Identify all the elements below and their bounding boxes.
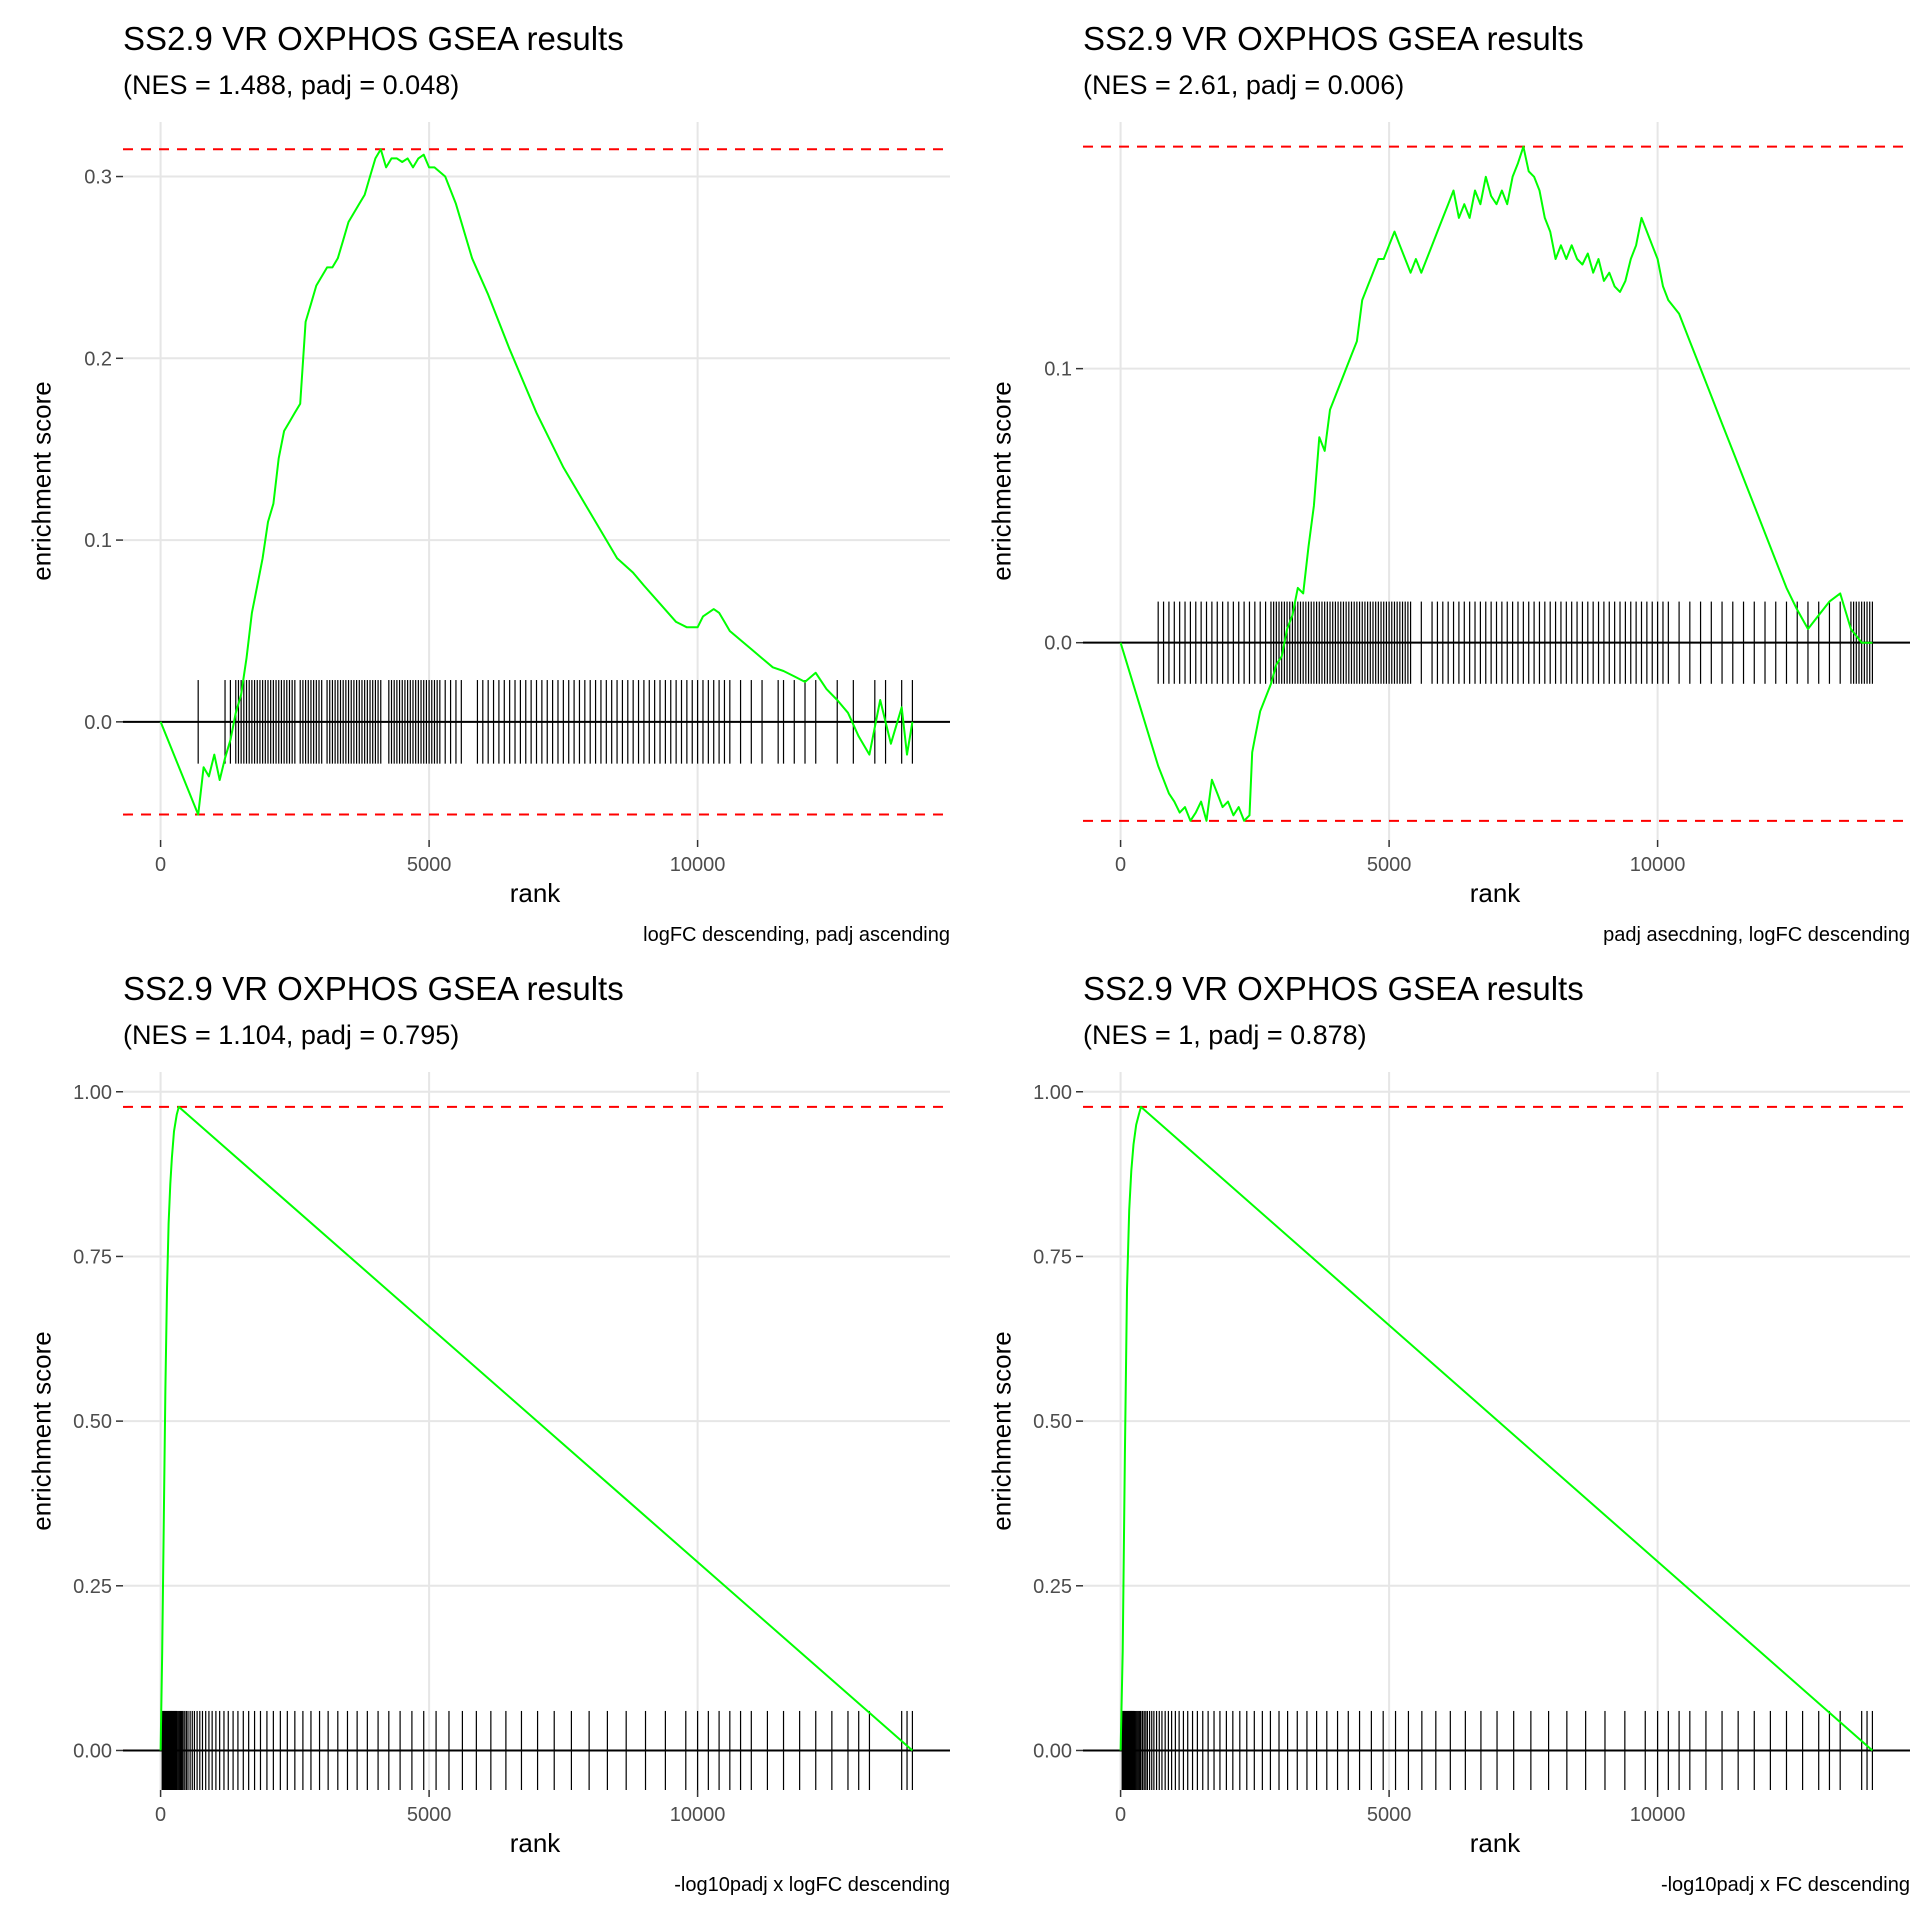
x-tick-label: 5000 [407, 854, 452, 876]
x-tick-label: 10000 [670, 1804, 726, 1826]
y-tick-label: 0.25 [73, 1576, 112, 1598]
panel-subtitle: (NES = 1, padj = 0.878) [1083, 1020, 1367, 1050]
x-tick-label: 5000 [407, 1804, 452, 1826]
x-axis-label: rank [1469, 878, 1521, 908]
y-tick-label: 1.00 [1033, 1082, 1072, 1104]
y-tick-label: 1.00 [73, 1082, 112, 1104]
x-tick-label: 10000 [670, 854, 726, 876]
x-tick-label: 0 [155, 854, 166, 876]
y-tick-label: 0.50 [73, 1411, 112, 1433]
panel-subtitle: (NES = 1.488, padj = 0.048) [123, 70, 460, 100]
panel-subtitle: (NES = 2.61, padj = 0.006) [1083, 70, 1405, 100]
x-tick-label: 5000 [1367, 854, 1412, 876]
x-tick-label: 0 [1115, 854, 1126, 876]
enrichment-curve [1119, 145, 1873, 822]
y-tick-label: 0.1 [1044, 359, 1072, 381]
y-tick-label: 0.0 [84, 712, 112, 734]
gsea-plot: 0.0 0.1 0 5000 10000 [1044, 122, 1910, 876]
gsea-plot: 0.00 0.25 0.50 0.75 1.00 0 5000 10000 [73, 1072, 950, 1826]
panel-bottom-left: SS2.9 VR OXPHOS GSEA results (NES = 1.10… [0, 950, 960, 1910]
y-tick-label: 0.75 [1033, 1246, 1072, 1268]
plot-caption: logFC descending, padj ascending [643, 924, 950, 946]
panel-title: SS2.9 VR OXPHOS GSEA results [123, 20, 624, 57]
x-tick-label: 5000 [1367, 1804, 1412, 1826]
y-tick-label: 0.50 [1033, 1411, 1072, 1433]
panel-subtitle: (NES = 1.104, padj = 0.795) [123, 1020, 460, 1050]
y-tick-label: 0.0 [1044, 633, 1072, 655]
plot-caption: padj asecdning, logFC descending [1603, 924, 1910, 946]
gsea-plot: 0.0 0.1 0.2 0.3 0 5000 10000 [84, 122, 950, 876]
panel-title: SS2.9 VR OXPHOS GSEA results [1083, 970, 1584, 1007]
x-axis-label: rank [509, 1828, 561, 1858]
panel-title: SS2.9 VR OXPHOS GSEA results [123, 970, 624, 1007]
plot-caption: -log10padj x logFC descending [674, 1874, 950, 1896]
x-axis-label: rank [509, 878, 561, 908]
y-tick-label: 0.3 [84, 167, 112, 189]
x-tick-label: 10000 [1630, 1804, 1686, 1826]
enrichment-curve [1119, 1105, 1874, 1752]
y-tick-label: 0.00 [73, 1740, 112, 1762]
y-tick-label: 0.75 [73, 1246, 112, 1268]
y-tick-label: 0.2 [84, 348, 112, 370]
y-tick-label: 0.1 [84, 530, 112, 552]
x-tick-label: 10000 [1630, 854, 1686, 876]
panel-top-right: SS2.9 VR OXPHOS GSEA results (NES = 2.61… [960, 0, 1920, 960]
panel-top-left: SS2.9 VR OXPHOS GSEA results (NES = 1.48… [0, 0, 960, 960]
y-tick-label: 0.25 [1033, 1576, 1072, 1598]
gsea-plot: 0.00 0.25 0.50 0.75 1.00 0 5000 10000 [1033, 1072, 1910, 1826]
x-tick-label: 0 [155, 1804, 166, 1826]
y-tick-label: 0.00 [1033, 1740, 1072, 1762]
plot-caption: -log10padj x FC descending [1660, 1874, 1910, 1896]
x-tick-label: 0 [1115, 1804, 1126, 1826]
panel-bottom-right: SS2.9 VR OXPHOS GSEA results (NES = 1, p… [960, 950, 1920, 1910]
enrichment-curve [159, 1105, 914, 1752]
panel-title: SS2.9 VR OXPHOS GSEA results [1083, 20, 1584, 57]
enrichment-curve [159, 148, 914, 816]
x-axis-label: rank [1469, 1828, 1521, 1858]
